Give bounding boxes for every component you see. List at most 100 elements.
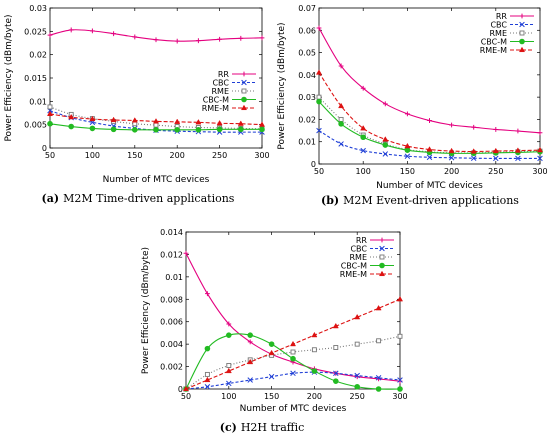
plot-frame xyxy=(185,231,401,390)
series-cbc-m xyxy=(316,98,543,157)
figure-caption: (a) M2M Time-driven applications xyxy=(42,192,235,205)
data-point xyxy=(360,125,367,131)
data-point xyxy=(289,340,297,347)
series-cbc-m xyxy=(47,120,265,133)
data-point xyxy=(174,38,180,44)
data-point xyxy=(333,370,339,377)
data-point xyxy=(338,102,345,109)
data-point xyxy=(204,345,211,352)
y-tick-label: 0 xyxy=(311,160,316,169)
data-point xyxy=(204,384,211,390)
data-point xyxy=(174,118,181,124)
data-point xyxy=(333,345,339,350)
data-point xyxy=(237,120,244,126)
data-point xyxy=(47,120,53,127)
series-line xyxy=(49,110,262,133)
legend-marker xyxy=(378,270,386,277)
x-tick-label: 100 xyxy=(356,167,371,176)
data-point xyxy=(360,147,366,154)
y-tick-label: 0 xyxy=(178,385,183,394)
data-point xyxy=(426,146,433,152)
y-tick-label: 0.02 xyxy=(298,115,316,124)
data-point xyxy=(259,35,265,41)
x-tick-label: 200 xyxy=(444,167,459,176)
data-point xyxy=(536,146,544,153)
data-point xyxy=(375,375,382,381)
data-point xyxy=(448,155,455,161)
data-point xyxy=(382,151,389,157)
data-point xyxy=(493,155,499,162)
data-point xyxy=(311,347,317,353)
caption-text: M2M Event-driven applications xyxy=(343,194,519,207)
series-line xyxy=(318,96,541,154)
data-point xyxy=(258,121,266,127)
data-point xyxy=(333,378,339,384)
y-tick-label: 0.01 xyxy=(298,138,316,147)
legend-marker xyxy=(241,79,247,86)
legend-label: CBC-M xyxy=(203,96,229,105)
legend-label: RR xyxy=(218,70,230,79)
series-line xyxy=(318,72,541,153)
x-tick-label: 100 xyxy=(221,392,236,401)
data-point xyxy=(397,377,403,383)
data-point xyxy=(195,119,202,125)
data-point xyxy=(89,125,96,132)
data-point xyxy=(492,147,499,154)
plot-frame xyxy=(318,7,541,165)
data-point xyxy=(405,111,410,117)
data-point xyxy=(268,373,275,380)
data-point xyxy=(375,386,382,392)
data-point xyxy=(152,118,160,124)
legend-label: RR xyxy=(356,236,368,245)
y-tick-label: 0.01 xyxy=(165,273,183,282)
data-point xyxy=(110,116,117,123)
y-tick-label: 0.012 xyxy=(160,250,183,259)
figure-caption: (c) H2H traffic xyxy=(220,421,305,434)
y-tick-label: 0.005 xyxy=(24,121,47,130)
series-rr xyxy=(47,27,265,44)
y-tick-label: 0.06 xyxy=(298,26,316,35)
data-point xyxy=(225,367,232,374)
series-rme xyxy=(183,333,403,392)
data-point xyxy=(316,94,322,100)
caption-tag: (a) xyxy=(42,192,60,205)
data-point xyxy=(153,122,159,128)
data-point xyxy=(537,130,543,136)
data-point xyxy=(382,142,389,148)
legend-marker xyxy=(241,88,247,94)
x-tick-label: 200 xyxy=(170,151,185,160)
legend-label: RME xyxy=(349,253,367,262)
series-cbc xyxy=(316,127,543,162)
caption-tag: (b) xyxy=(321,194,339,207)
legend-marker xyxy=(519,38,525,45)
y-tick-label: 0.025 xyxy=(24,27,47,36)
data-point xyxy=(247,339,253,345)
y-axis-label: Power Efficiency (dBm/byte) xyxy=(141,247,151,374)
data-point xyxy=(268,349,275,356)
data-point xyxy=(515,128,521,134)
data-point xyxy=(46,110,54,116)
y-tick-label: 0.006 xyxy=(160,318,183,327)
data-point xyxy=(226,321,232,327)
data-point xyxy=(110,126,117,133)
x-tick-label: 250 xyxy=(350,392,365,401)
legend-label: CBC xyxy=(350,245,367,254)
legend-marker xyxy=(519,30,525,36)
data-point xyxy=(397,386,403,392)
data-point xyxy=(216,119,223,126)
data-point xyxy=(216,126,223,133)
data-point xyxy=(111,31,116,37)
legend-marker xyxy=(241,71,247,77)
data-point xyxy=(47,32,53,38)
legend-marker xyxy=(379,254,385,260)
data-point xyxy=(90,28,95,34)
data-point xyxy=(195,127,202,133)
x-axis-label: Number of MTC devices xyxy=(240,404,347,414)
data-point xyxy=(354,383,361,390)
data-point xyxy=(404,147,411,153)
chart-1: 50 100 150 200 250 300 0 0.01 0.02 0.03 0.04 0.05 0.… xyxy=(277,4,548,207)
series-rme xyxy=(316,94,543,156)
series-rr xyxy=(183,250,403,384)
